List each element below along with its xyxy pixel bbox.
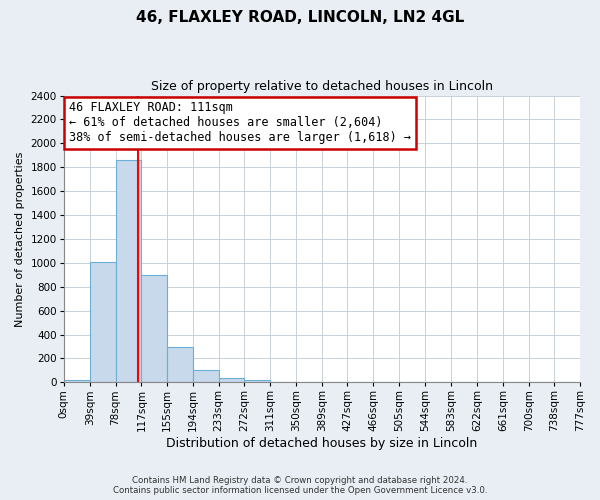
Text: 46, FLAXLEY ROAD, LINCOLN, LN2 4GL: 46, FLAXLEY ROAD, LINCOLN, LN2 4GL <box>136 10 464 25</box>
Bar <box>116 160 142 382</box>
Text: 46 FLAXLEY ROAD: 111sqm
← 61% of detached houses are smaller (2,604)
38% of semi: 46 FLAXLEY ROAD: 111sqm ← 61% of detache… <box>69 102 411 144</box>
Bar <box>89 262 116 382</box>
Bar <box>193 370 218 382</box>
Bar <box>142 275 167 382</box>
Bar <box>244 380 271 382</box>
Y-axis label: Number of detached properties: Number of detached properties <box>15 152 25 326</box>
Bar <box>167 346 193 382</box>
Title: Size of property relative to detached houses in Lincoln: Size of property relative to detached ho… <box>151 80 493 93</box>
Bar <box>64 380 89 382</box>
Bar <box>218 378 244 382</box>
Text: Contains HM Land Registry data © Crown copyright and database right 2024.
Contai: Contains HM Land Registry data © Crown c… <box>113 476 487 495</box>
X-axis label: Distribution of detached houses by size in Lincoln: Distribution of detached houses by size … <box>166 437 478 450</box>
